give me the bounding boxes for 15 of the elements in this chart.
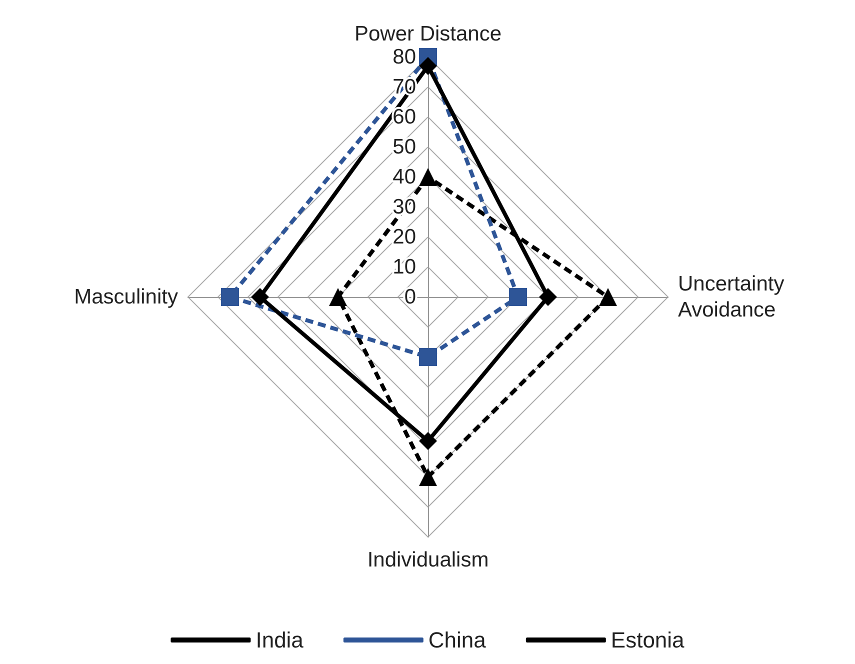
legend-label: India [256, 628, 304, 652]
y-tick-label: 10 [392, 256, 416, 278]
legend-label: Estonia [610, 628, 686, 652]
y-tick-label: 0 [404, 286, 416, 308]
y-tick-label: 20 [392, 226, 416, 248]
spoke-label: Uncertainty Avoidance [678, 272, 785, 322]
y-tick-label: 60 [392, 106, 416, 128]
y-tick-label: 80 [392, 46, 416, 68]
y-tick-label: 40 [392, 166, 416, 188]
spoke-label: Power Distance [354, 22, 502, 46]
legend-label: China [428, 628, 487, 652]
spoke-label: Masculinity [74, 286, 178, 308]
spoke-label: Individualism [367, 548, 489, 572]
y-tick-label: 30 [392, 196, 416, 218]
y-tick-label: 50 [392, 136, 416, 158]
